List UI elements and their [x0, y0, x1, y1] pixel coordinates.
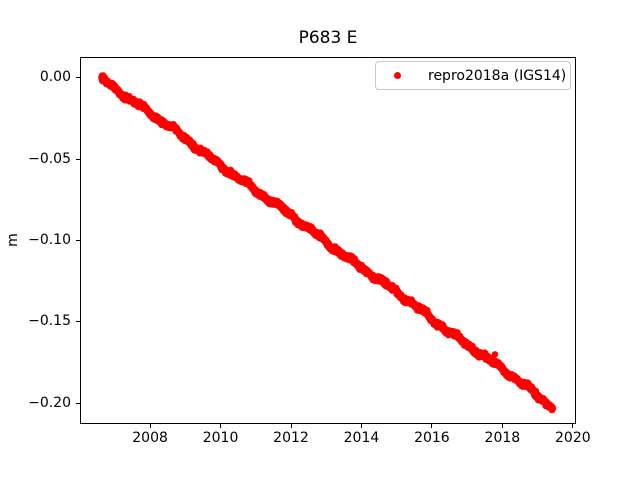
- x-tick-mark: [149, 424, 151, 428]
- y-tick-mark: [76, 402, 80, 404]
- x-tick-label: 2012: [273, 430, 309, 446]
- y-tick-label: −0.05: [28, 150, 71, 167]
- legend-marker-dot: [394, 72, 401, 79]
- x-tick-label: 2020: [555, 430, 591, 446]
- y-tick-mark: [76, 77, 80, 79]
- x-tick-label: 2018: [484, 430, 521, 446]
- x-tick-mark: [290, 424, 292, 428]
- x-tick-label: 2010: [202, 430, 239, 446]
- legend-label: repro2018a (IGS14): [428, 67, 567, 84]
- legend: repro2018a (IGS14): [375, 61, 571, 90]
- y-tick-label: −0.10: [28, 232, 71, 249]
- x-tick-mark: [431, 424, 433, 428]
- y-tick-mark: [76, 240, 80, 242]
- plot-area: [80, 57, 576, 424]
- x-tick-label: 2008: [132, 430, 168, 446]
- y-tick-mark: [76, 158, 80, 160]
- chart-title: P683 E: [298, 28, 358, 48]
- x-tick-mark: [360, 424, 362, 428]
- x-tick-mark: [572, 424, 574, 428]
- y-tick-label: 0.00: [39, 69, 71, 86]
- x-tick-label: 2016: [414, 430, 450, 446]
- x-tick-label: 2014: [343, 430, 380, 446]
- x-tick-mark: [501, 424, 503, 428]
- x-tick-mark: [220, 424, 222, 428]
- y-tick-label: −0.15: [28, 313, 71, 330]
- y-tick-label: −0.20: [28, 394, 71, 411]
- y-tick-mark: [76, 321, 80, 323]
